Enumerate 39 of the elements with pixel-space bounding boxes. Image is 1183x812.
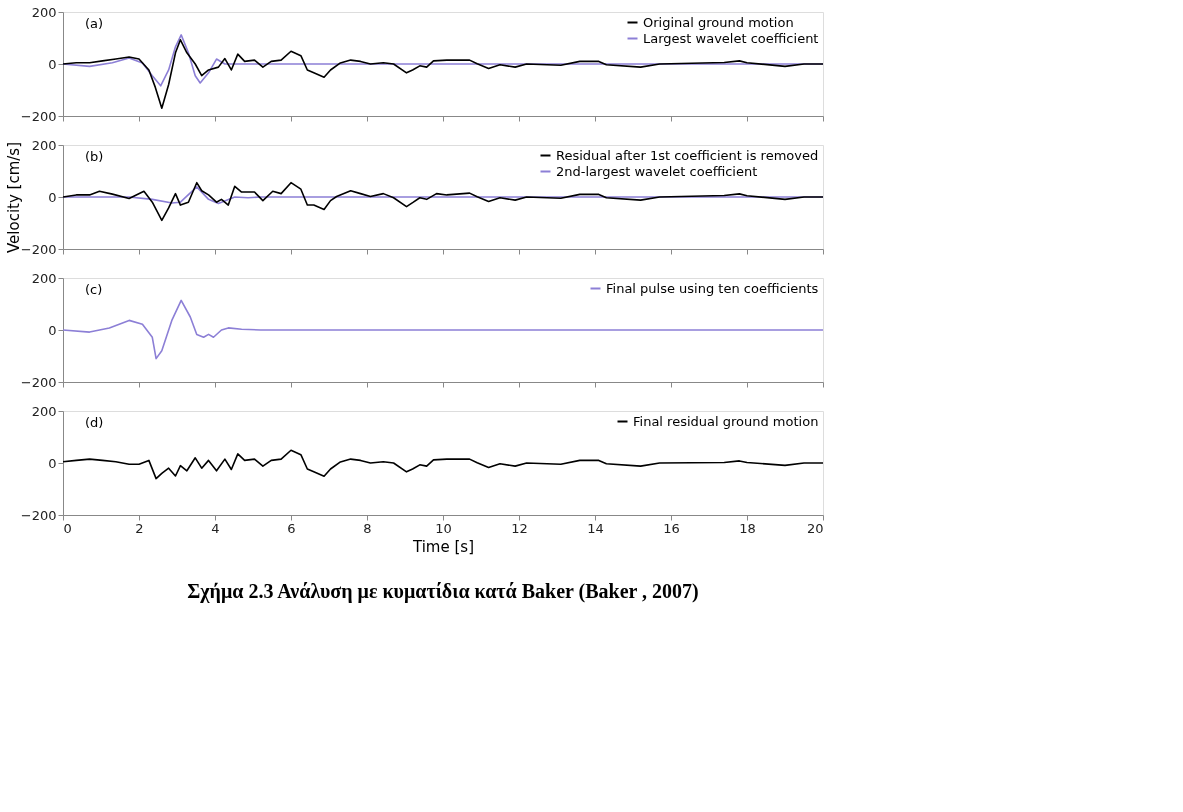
x-tick-label: 4: [211, 520, 220, 536]
annotation: (d): [85, 415, 104, 430]
y-tick-label: 0: [48, 56, 57, 72]
y-tick-label: 0: [48, 189, 57, 205]
line-series: [62, 299, 824, 360]
y-tick-label: 0: [48, 455, 57, 471]
y-tick-label: 200: [31, 4, 57, 20]
y-tick-label: −200: [20, 507, 57, 523]
y-axis-title: Velocity [cm/s]: [4, 141, 23, 254]
legend-label: Final pulse using ten coefficients: [606, 280, 819, 296]
x-tick-label: 2: [135, 520, 144, 536]
x-tick-label: 6: [287, 520, 296, 536]
x-tick-label: 14: [587, 520, 604, 536]
y-tick-label: −200: [20, 241, 57, 257]
x-axis-title: Time [s]: [412, 537, 474, 556]
y-tick-label: 0: [48, 322, 57, 338]
x-tick-label: 18: [739, 520, 756, 536]
x-tick-label: 20: [806, 520, 824, 536]
legend-label: Final residual ground motion: [633, 413, 819, 429]
y-tick-label: −200: [20, 108, 57, 124]
y-tick-label: −200: [20, 374, 57, 390]
annotation: (c): [85, 282, 103, 297]
y-tick-label: 200: [31, 137, 57, 153]
x-tick-label: 16: [663, 520, 680, 536]
text: Σχήμα 2.3 Ανάλυση με κυματίδια κατά Baker (Baker , 2007): [187, 580, 699, 603]
legend-label: Largest wavelet coefficient: [643, 30, 819, 46]
y-tick-label: 200: [31, 270, 57, 286]
x-tick-label: 8: [363, 520, 372, 536]
annotation: (b): [85, 149, 104, 164]
x-tick-label: 12: [511, 520, 528, 536]
line-series: [62, 181, 824, 222]
line-series: [62, 449, 824, 480]
legend-label: Original ground motion: [643, 14, 794, 30]
legend-label: 2nd-largest wavelet coefficient: [556, 163, 758, 179]
x-tick-label: 10: [435, 520, 452, 536]
y-tick-label: 200: [31, 403, 57, 419]
legend-label: Residual after 1st coefficient is removed: [556, 147, 819, 163]
annotation: (a): [85, 16, 104, 31]
x-tick-label: 0: [63, 520, 72, 536]
